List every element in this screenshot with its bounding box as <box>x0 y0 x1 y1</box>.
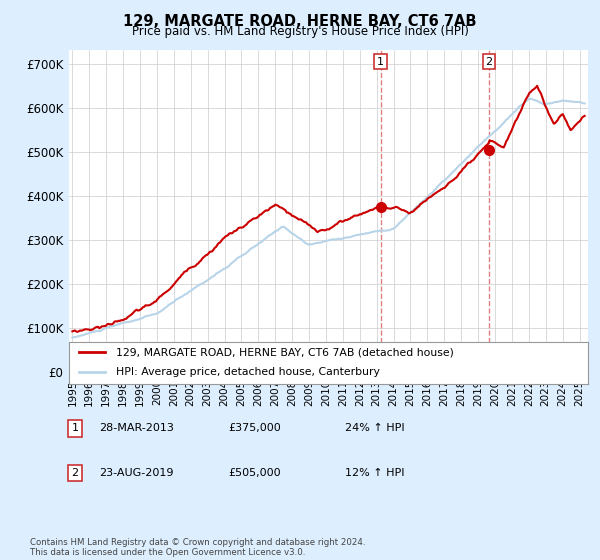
Text: 2: 2 <box>485 57 493 67</box>
Text: 1: 1 <box>377 57 384 67</box>
Text: Price paid vs. HM Land Registry's House Price Index (HPI): Price paid vs. HM Land Registry's House … <box>131 25 469 38</box>
Text: 2: 2 <box>71 468 79 478</box>
Text: 1: 1 <box>71 423 79 433</box>
Text: 129, MARGATE ROAD, HERNE BAY, CT6 7AB (detached house): 129, MARGATE ROAD, HERNE BAY, CT6 7AB (d… <box>116 347 454 357</box>
Text: 28-MAR-2013: 28-MAR-2013 <box>99 423 174 433</box>
Text: £505,000: £505,000 <box>228 468 281 478</box>
Text: £375,000: £375,000 <box>228 423 281 433</box>
Text: HPI: Average price, detached house, Canterbury: HPI: Average price, detached house, Cant… <box>116 367 380 377</box>
Text: 23-AUG-2019: 23-AUG-2019 <box>99 468 173 478</box>
Text: 129, MARGATE ROAD, HERNE BAY, CT6 7AB: 129, MARGATE ROAD, HERNE BAY, CT6 7AB <box>123 14 477 29</box>
Text: 12% ↑ HPI: 12% ↑ HPI <box>345 468 404 478</box>
Text: 24% ↑ HPI: 24% ↑ HPI <box>345 423 404 433</box>
Text: Contains HM Land Registry data © Crown copyright and database right 2024.
This d: Contains HM Land Registry data © Crown c… <box>30 538 365 557</box>
